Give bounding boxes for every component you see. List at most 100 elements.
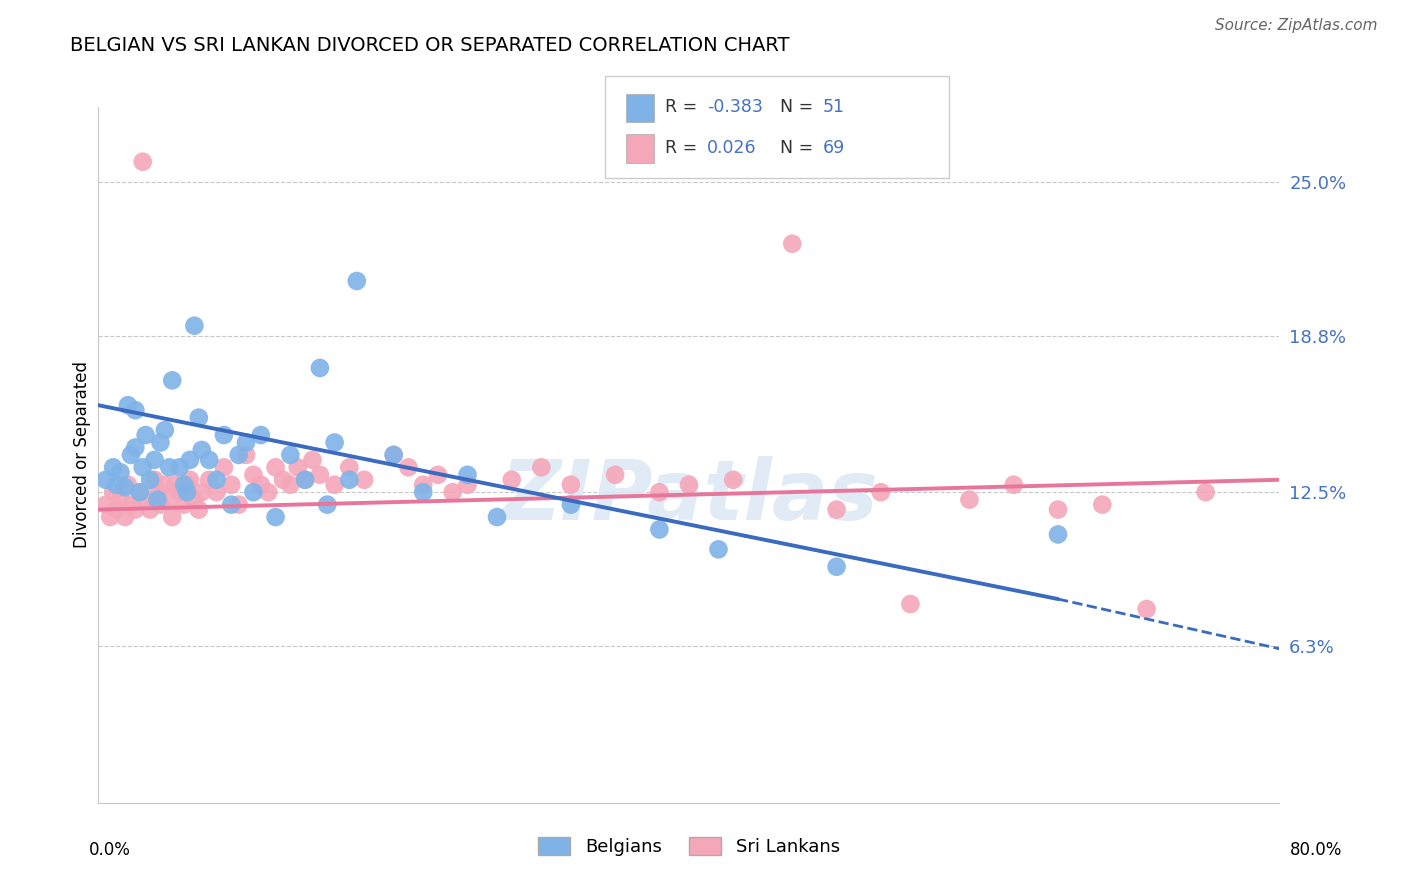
Point [146, 485, 169, 500]
Point [149, 498, 172, 512]
Point [316, 498, 339, 512]
Text: Source: ZipAtlas.com: Source: ZipAtlas.com [1215, 18, 1378, 33]
Text: 69: 69 [823, 139, 845, 157]
Point [132, 154, 155, 169]
Text: 51: 51 [823, 98, 845, 117]
Point [294, 473, 316, 487]
Point [153, 423, 176, 437]
Point [339, 460, 361, 475]
Point [103, 460, 125, 475]
Point [143, 473, 166, 487]
Point [412, 477, 434, 491]
Point [212, 428, 235, 442]
Point [309, 467, 332, 482]
Point [94, 498, 117, 512]
Point [162, 510, 183, 524]
Point [183, 492, 205, 507]
Point [135, 428, 157, 442]
Point [250, 428, 273, 442]
Point [486, 510, 509, 524]
Point [157, 492, 180, 507]
Point [264, 460, 287, 475]
Point [128, 485, 150, 500]
Text: N =: N = [780, 139, 820, 157]
Point [135, 492, 157, 507]
Point [398, 460, 420, 475]
Point [605, 467, 627, 482]
Point [1195, 485, 1218, 500]
Text: R =: R = [665, 139, 703, 157]
Point [782, 236, 804, 251]
Point [176, 485, 198, 500]
Point [280, 477, 302, 491]
Point [132, 460, 155, 475]
Point [187, 502, 209, 516]
Point [103, 485, 125, 500]
Point [501, 473, 523, 487]
Point [1046, 502, 1070, 516]
Point [176, 477, 198, 491]
Point [198, 453, 221, 467]
Text: 0.0%: 0.0% [89, 840, 131, 858]
Point [105, 477, 128, 491]
Point [169, 485, 191, 500]
Text: 80.0%: 80.0% [1291, 840, 1343, 858]
Point [427, 467, 450, 482]
Point [235, 435, 257, 450]
Point [530, 460, 553, 475]
Point [257, 485, 280, 500]
Point [294, 473, 316, 487]
Point [98, 510, 121, 524]
Point [124, 403, 146, 417]
Point [149, 435, 172, 450]
Point [825, 502, 848, 516]
Point [169, 460, 191, 475]
Text: R =: R = [665, 98, 703, 117]
Point [221, 477, 243, 491]
Point [153, 477, 176, 491]
Point [183, 318, 205, 333]
Point [179, 453, 201, 467]
Point [228, 448, 250, 462]
Point [187, 410, 209, 425]
Point [110, 492, 132, 507]
Point [870, 485, 893, 500]
Point [648, 485, 671, 500]
Point [900, 597, 922, 611]
Point [221, 498, 243, 512]
Point [173, 498, 195, 512]
Point [120, 448, 142, 462]
Point [264, 510, 287, 524]
Point [1136, 602, 1159, 616]
Point [457, 477, 479, 491]
Point [124, 441, 146, 455]
Point [301, 453, 323, 467]
Point [309, 361, 332, 376]
Point [959, 492, 981, 507]
Point [114, 480, 136, 494]
Point [143, 453, 166, 467]
Point [179, 473, 201, 487]
Point [242, 467, 264, 482]
Point [323, 435, 346, 450]
Text: 0.026: 0.026 [707, 139, 756, 157]
Point [139, 502, 162, 516]
Point [146, 492, 169, 507]
Point [198, 473, 221, 487]
Point [723, 473, 745, 487]
Point [382, 448, 405, 462]
Point [128, 485, 150, 500]
Point [648, 523, 671, 537]
Point [242, 485, 264, 500]
Point [825, 559, 848, 574]
Point [105, 502, 128, 516]
Y-axis label: Divorced or Separated: Divorced or Separated [73, 361, 91, 549]
Point [191, 442, 214, 457]
Text: N =: N = [780, 98, 820, 117]
Point [235, 448, 257, 462]
Point [323, 477, 346, 491]
Point [117, 477, 139, 491]
Text: ZIPatlas: ZIPatlas [501, 456, 877, 537]
Text: -0.383: -0.383 [707, 98, 763, 117]
Point [162, 373, 183, 387]
